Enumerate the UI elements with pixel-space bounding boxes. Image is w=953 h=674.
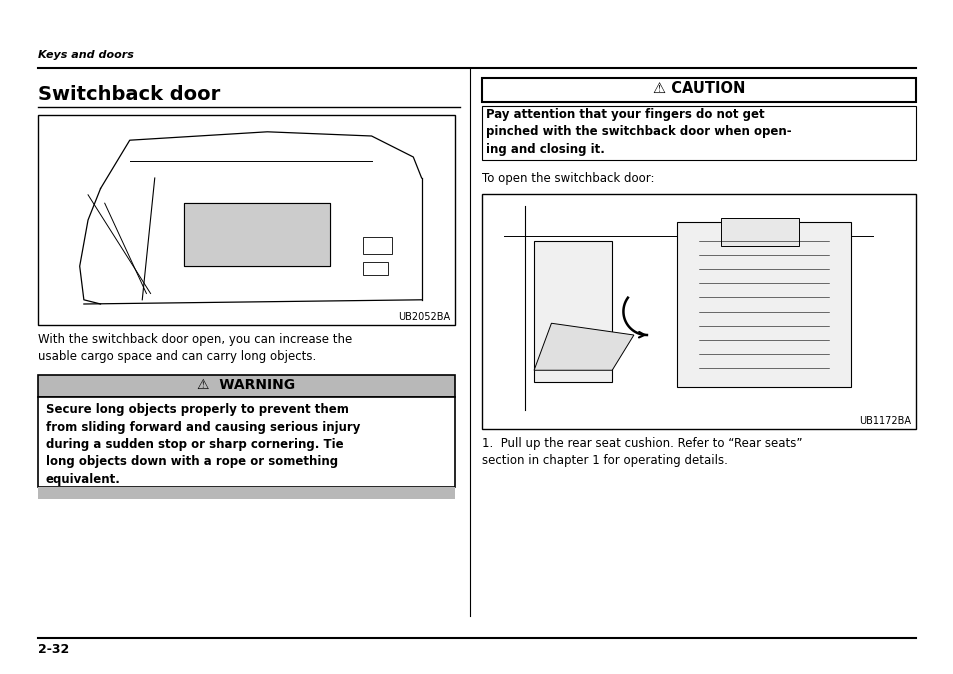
Bar <box>363 237 392 253</box>
Text: ⚠ CAUTION: ⚠ CAUTION <box>652 81 744 96</box>
Text: UB2052BA: UB2052BA <box>397 312 450 322</box>
Text: Keys and doors: Keys and doors <box>38 50 133 60</box>
Text: Secure long objects properly to prevent them
from sliding forward and causing se: Secure long objects properly to prevent … <box>46 403 360 486</box>
Text: 2-32: 2-32 <box>38 643 70 656</box>
Bar <box>38 375 455 397</box>
Bar <box>38 487 455 499</box>
Text: Switchback door: Switchback door <box>38 85 220 104</box>
Bar <box>481 78 915 102</box>
Bar <box>481 106 915 160</box>
Bar <box>481 194 915 429</box>
Bar <box>363 262 388 274</box>
Bar <box>38 115 455 325</box>
Polygon shape <box>534 324 633 370</box>
Bar <box>38 397 455 487</box>
Bar <box>184 203 330 266</box>
Text: To open the switchback door:: To open the switchback door: <box>481 172 654 185</box>
Polygon shape <box>677 222 850 387</box>
Polygon shape <box>534 241 612 382</box>
Bar <box>184 203 330 266</box>
Text: UB1172BA: UB1172BA <box>858 416 910 426</box>
Text: With the switchback door open, you can increase the
usable cargo space and can c: With the switchback door open, you can i… <box>38 333 352 363</box>
Text: 1.  Pull up the rear seat cushion. Refer to “Rear seats”
section in chapter 1 fo: 1. Pull up the rear seat cushion. Refer … <box>481 437 801 467</box>
Text: Pay attention that your fingers do not get
pinched with the switchback door when: Pay attention that your fingers do not g… <box>485 108 791 156</box>
Bar <box>720 218 798 246</box>
Text: ⚠  WARNING: ⚠ WARNING <box>197 378 295 392</box>
